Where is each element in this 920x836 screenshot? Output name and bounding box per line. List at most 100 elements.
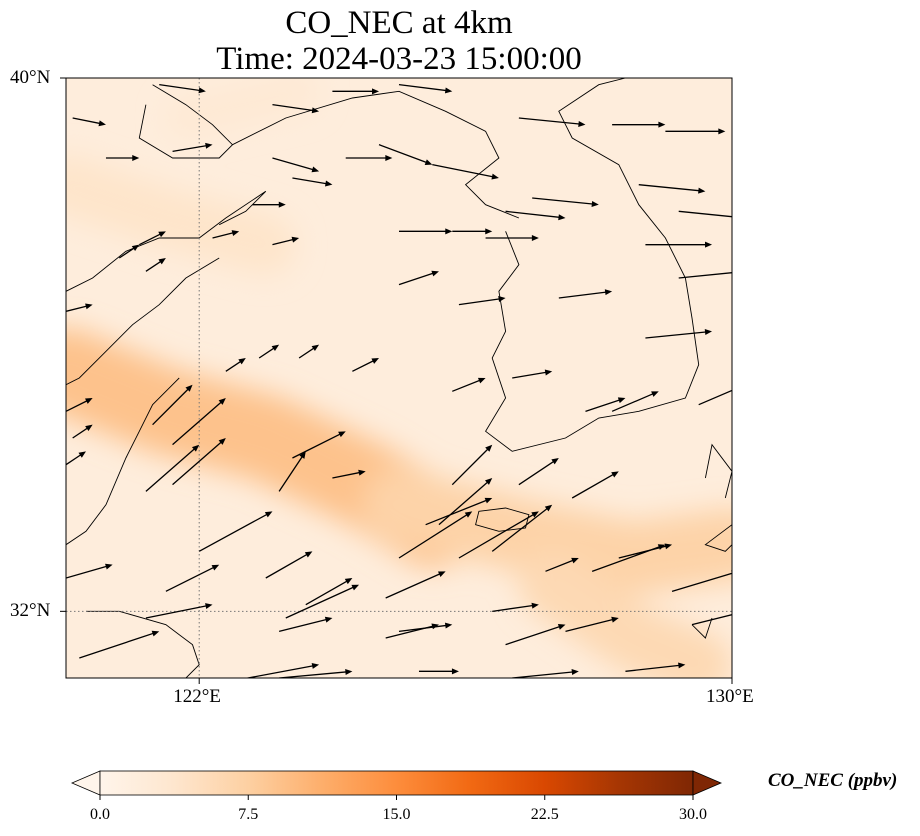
wind-vector-27 — [678, 272, 732, 279]
wind-vector-8 — [345, 155, 393, 161]
colorbar-tick-0: 0.0 — [90, 806, 110, 823]
wind-vector-76 — [505, 624, 566, 646]
colorbar-tick-4: 30.0 — [679, 806, 707, 823]
wind-vector-82 — [398, 622, 453, 632]
wind-vector-22 — [452, 228, 493, 235]
wind-vector-70 — [491, 504, 553, 552]
wind-vector-47 — [152, 384, 193, 426]
wind-vector-50 — [66, 451, 86, 466]
wind-vector-62 — [545, 557, 579, 572]
lat-tick-label-32: 32°N — [10, 600, 51, 622]
wind-vector-60 — [398, 511, 473, 559]
wind-vector-38 — [298, 344, 320, 359]
wind-vector-35 — [645, 329, 713, 339]
wind-vector-23 — [485, 235, 539, 241]
concentration-band-2 — [518, 551, 732, 678]
wind-vector-77 — [565, 616, 619, 632]
wind-vector-80 — [145, 603, 213, 619]
wind-vector-20 — [272, 236, 300, 246]
wind-vector-28 — [118, 244, 140, 259]
wind-vector-58 — [571, 471, 619, 499]
chart-title-line1: CO_NEC at 4km — [285, 5, 513, 41]
wind-vector-17 — [732, 195, 772, 201]
coastline-6 — [704, 443, 732, 499]
wind-vector-79 — [732, 608, 759, 614]
wind-vector-84 — [359, 677, 362, 678]
wind-vector-11 — [432, 164, 499, 180]
wind-vector-21 — [399, 228, 453, 235]
colorbar-tick-3: 22.5 — [530, 806, 559, 823]
wind-vector-19 — [212, 230, 240, 239]
wind-vector-0 — [72, 117, 106, 127]
lon-tick-label-122: 122°E — [173, 686, 221, 707]
wind-vector-14 — [665, 128, 726, 135]
wind-vector-46 — [66, 398, 93, 412]
wind-vector-93 — [579, 689, 632, 698]
coastline-1 — [66, 257, 220, 386]
wind-vector-66 — [265, 551, 313, 579]
lat-tick-label-40: 40°N — [10, 67, 51, 88]
wind-vector-32 — [398, 270, 439, 286]
wind-vector-45 — [731, 437, 732, 438]
wind-vector-16 — [678, 210, 732, 218]
coastline-3 — [138, 84, 234, 159]
wind-vector-43 — [611, 391, 659, 412]
wind-vector-39 — [352, 358, 380, 372]
wind-vector-10 — [292, 177, 333, 187]
coastline-5 — [485, 78, 700, 452]
wind-vector-31 — [138, 231, 166, 246]
wind-vector-49 — [72, 424, 93, 439]
coastline-7 — [704, 524, 732, 552]
wind-vector-1 — [105, 155, 140, 161]
wind-vector-92 — [512, 669, 579, 678]
colorbar-tick-2: 15.0 — [382, 806, 411, 823]
wind-vector-4 — [272, 104, 320, 114]
wind-vector-2 — [172, 142, 213, 152]
wind-vector-71 — [591, 544, 666, 572]
wind-vector-9 — [272, 157, 320, 173]
wind-vector-54 — [278, 451, 306, 492]
coastline-4 — [232, 90, 520, 219]
wind-vector-7 — [378, 144, 433, 165]
wind-vector-53 — [292, 431, 346, 459]
wind-vector-30 — [66, 303, 93, 312]
wind-vector-5 — [332, 88, 380, 95]
wind-vector-34 — [558, 289, 613, 299]
wind-vector-15 — [638, 184, 706, 194]
colorbar-tick-1: 7.5 — [238, 806, 259, 823]
wind-vector-29 — [145, 258, 166, 272]
wind-vector-37 — [258, 344, 280, 359]
concentration-band-3 — [66, 154, 296, 275]
wind-vector-42 — [585, 397, 626, 412]
wind-vector-24 — [505, 210, 566, 221]
wind-vector-12 — [518, 117, 586, 127]
chart-title-line2: Time: 2024-03-23 15:00:00 — [216, 41, 582, 77]
wind-vector-41 — [512, 369, 553, 379]
concentration-band-1 — [362, 468, 732, 595]
wind-vector-59 — [425, 497, 493, 526]
wind-vector-40 — [452, 377, 486, 392]
colorbar-extend-high — [692, 770, 723, 796]
wind-vector-48 — [172, 398, 226, 446]
wind-vector-18 — [252, 201, 286, 208]
wind-vector-26 — [645, 241, 713, 248]
colorbar — [99, 770, 694, 796]
colorbar-label: CO_NEC (ppbv) — [768, 770, 898, 791]
wind-vector-69 — [438, 478, 493, 526]
concentration-band-4 — [165, 78, 320, 138]
wind-vector-25 — [532, 197, 599, 207]
wind-vector-67 — [305, 578, 353, 606]
wind-vector-13 — [612, 121, 666, 128]
plot-frame — [65, 77, 733, 679]
coastline-2 — [66, 377, 180, 546]
wind-vector-85 — [559, 698, 599, 718]
colorbar-extend-low — [70, 770, 101, 796]
wind-vector-52 — [172, 438, 226, 486]
wind-vector-44 — [698, 389, 732, 406]
wind-vector-36 — [225, 358, 246, 372]
wind-vector-51 — [145, 444, 200, 492]
wind-vector-33 — [458, 296, 506, 306]
wind-vector-74 — [285, 584, 360, 619]
wind-vector-55 — [332, 469, 366, 479]
